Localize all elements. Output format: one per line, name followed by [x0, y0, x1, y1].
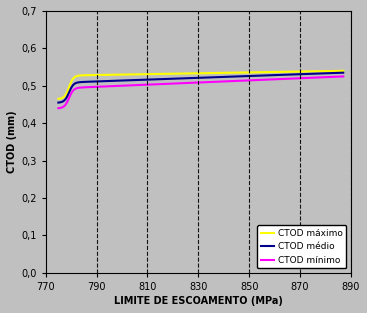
CTOD médio	[56, 101, 61, 105]
CTOD máximo	[278, 70, 283, 74]
CTOD médio	[182, 76, 186, 80]
CTOD máximo	[182, 72, 186, 75]
CTOD máximo	[252, 70, 256, 74]
CTOD mínimo	[56, 106, 61, 110]
CTOD mínimo	[85, 85, 90, 89]
Line: CTOD médio: CTOD médio	[58, 73, 343, 103]
CTOD médio	[341, 71, 345, 74]
CTOD mínimo	[182, 81, 186, 85]
CTOD máximo	[341, 69, 345, 73]
CTOD máximo	[85, 73, 90, 77]
Legend: CTOD máximo, CTOD médio, CTOD mínimo: CTOD máximo, CTOD médio, CTOD mínimo	[257, 225, 346, 268]
Y-axis label: CTOD (mm): CTOD (mm)	[7, 110, 17, 173]
CTOD máximo	[56, 97, 61, 101]
CTOD mínimo	[171, 82, 176, 85]
X-axis label: LIMITE DE ESCOAMENTO (MPa): LIMITE DE ESCOAMENTO (MPa)	[114, 296, 283, 306]
CTOD médio	[283, 73, 288, 77]
CTOD médio	[278, 73, 283, 77]
CTOD mínimo	[278, 77, 283, 81]
Line: CTOD mínimo: CTOD mínimo	[58, 76, 343, 108]
CTOD mínimo	[252, 78, 256, 82]
CTOD médio	[252, 74, 256, 78]
CTOD máximo	[171, 72, 176, 75]
CTOD máximo	[283, 70, 288, 74]
CTOD mínimo	[341, 74, 345, 78]
CTOD médio	[171, 77, 176, 80]
CTOD mínimo	[283, 77, 288, 81]
CTOD médio	[85, 80, 90, 84]
Line: CTOD máximo: CTOD máximo	[58, 71, 343, 99]
